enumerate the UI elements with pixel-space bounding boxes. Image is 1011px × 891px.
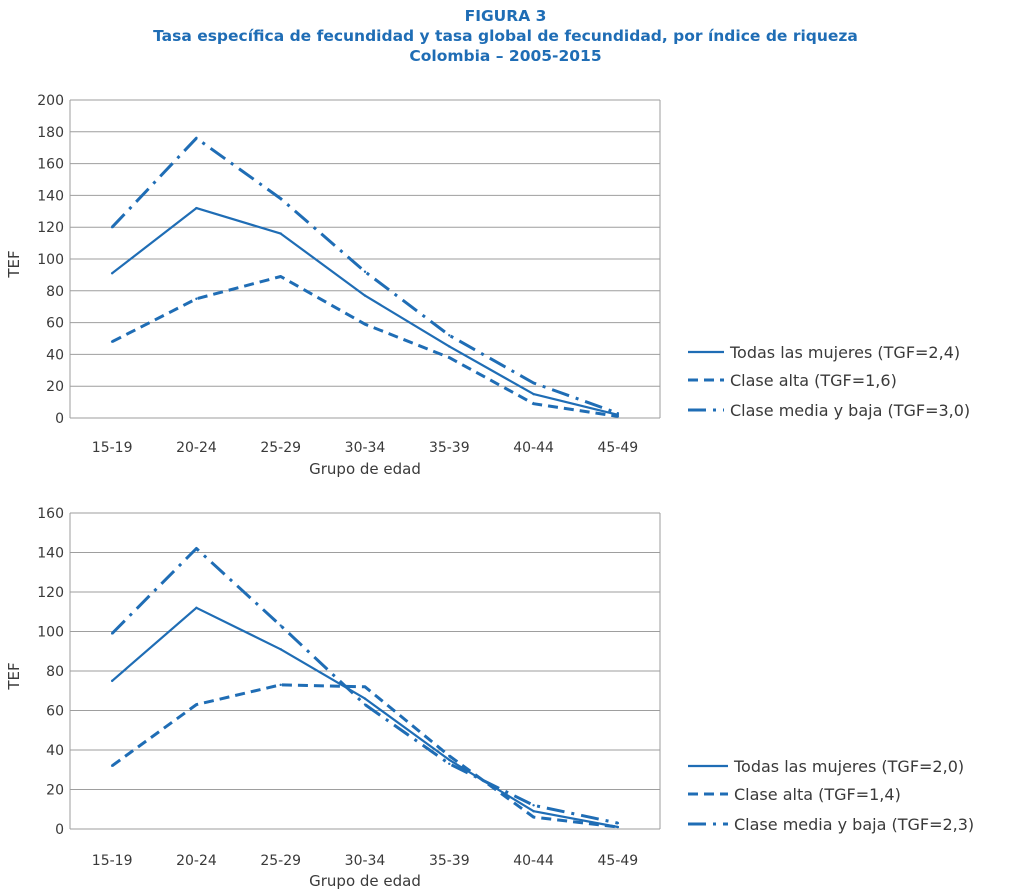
chart1-xtick-label: 35-39 xyxy=(429,440,470,456)
figure-subtitle: Colombia – 2005-2015 xyxy=(409,47,602,65)
chart1-ytick-label: 120 xyxy=(37,220,64,236)
chart2-ytick-label: 40 xyxy=(46,743,64,759)
figure-title: Tasa específica de fecundidad y tasa glo… xyxy=(153,27,858,45)
figure-title-block: FIGURA 3 Tasa específica de fecundidad y… xyxy=(0,6,1011,66)
chart1-series-1-line xyxy=(111,207,619,416)
chart1-ytick-label: 0 xyxy=(55,411,64,427)
chart1-series-2-point xyxy=(110,340,114,343)
chart1-series-2-point xyxy=(616,415,620,418)
chart2-xtick-label: 40-44 xyxy=(513,853,554,869)
chart2-series-2-point xyxy=(532,815,535,819)
chart2-xtick-label: 15-19 xyxy=(92,853,133,869)
chart1-series-2-point xyxy=(279,275,282,278)
chart1-series-3-point xyxy=(532,381,535,385)
chart2-series-1-point xyxy=(195,606,198,609)
chart1-ytick-label: 80 xyxy=(46,284,64,300)
chart1-series-1-point xyxy=(448,345,451,348)
chart2-legend-label-2: Clase alta (TGF=1,4) xyxy=(734,785,901,804)
chart1-xtick-label: 30-34 xyxy=(345,440,386,456)
figure-label: FIGURA 3 xyxy=(464,7,547,25)
chart1-series-3-point xyxy=(363,270,367,273)
chart2-series-1-point xyxy=(448,758,451,762)
chart2-xtick-label: 45-49 xyxy=(598,853,639,869)
chart1-series-3-line xyxy=(111,136,619,415)
chart2-xtick-label: 35-39 xyxy=(429,853,470,869)
chart2-ytick-label: 0 xyxy=(55,822,64,838)
chart1-series-3-point xyxy=(279,197,282,200)
chart2-series-2-point xyxy=(279,683,282,687)
chart1-series-2-point xyxy=(532,402,535,405)
chart2-legend-label-1: Todas las mujeres (TGF=2,0) xyxy=(733,757,964,776)
chart2-series-3-point xyxy=(448,762,451,766)
chart2-series-2-point xyxy=(110,764,114,767)
chart1-xtick-label: 20-24 xyxy=(176,440,217,456)
chart1-xtick-label: 40-44 xyxy=(513,440,554,456)
chart1-series-2-point xyxy=(448,356,451,359)
chart1-ytick-label: 40 xyxy=(46,347,64,363)
chart1-ytick-label: 140 xyxy=(37,188,64,204)
chart2-ytick-label: 120 xyxy=(37,585,64,601)
chart2-series-3-point xyxy=(279,624,282,627)
chart2-ytick-label: 160 xyxy=(37,506,64,522)
chart1-ytick-label: 100 xyxy=(37,252,64,268)
chart2-series-1-point xyxy=(110,679,114,683)
chart2-x-axis-title: Grupo de edad xyxy=(309,872,421,890)
chart2-series-3-point xyxy=(363,703,367,706)
chart2-xtick-label: 30-34 xyxy=(345,853,386,869)
chart2-series-1-point xyxy=(279,648,282,651)
chart1-xtick-label: 15-19 xyxy=(92,440,133,456)
chart1-ytick-label: 20 xyxy=(46,379,64,395)
chart2-y-axis-title: TEF xyxy=(5,662,23,690)
chart2-ytick-label: 20 xyxy=(46,783,64,799)
chart1-ytick-label: 200 xyxy=(37,93,64,109)
chart1-legend-label-3: Clase media y baja (TGF=3,0) xyxy=(730,401,970,420)
chart2-series-3-point xyxy=(532,804,535,807)
chart1-x-axis-title: Grupo de edad xyxy=(309,460,421,478)
chart1-legend-label-1: Todas las mujeres (TGF=2,4) xyxy=(729,343,960,362)
chart1-ytick-label: 160 xyxy=(37,157,64,173)
chart2-ytick-label: 60 xyxy=(46,704,64,720)
chart2-series-3-point xyxy=(110,632,114,635)
chart1-series-1-point xyxy=(110,272,114,275)
chart1-series-1-point xyxy=(279,232,282,235)
chart1-series-3-point xyxy=(616,412,620,415)
chart1-series-1-point xyxy=(532,392,535,396)
chart2-series-1-line xyxy=(111,606,619,829)
chart1-series-2-point xyxy=(363,322,367,326)
chart1-legend-label-2: Clase alta (TGF=1,6) xyxy=(730,371,897,390)
chart2-ytick-label: 100 xyxy=(37,625,64,641)
chart2-series-1-point xyxy=(363,697,367,700)
chart2-series-3-point xyxy=(616,821,620,825)
chart1-ytick-label: 60 xyxy=(46,316,64,332)
chart2-series-2-point xyxy=(448,754,451,758)
chart1-series-1-point xyxy=(195,206,198,210)
chart2-series-2-point xyxy=(616,825,620,829)
chart1-series-3-point xyxy=(195,136,198,140)
chart2-legend-label-3: Clase media y baja (TGF=2,3) xyxy=(734,815,974,834)
chart2-series-2-point xyxy=(363,685,367,688)
chart1-xtick-label: 45-49 xyxy=(598,440,639,456)
chart2-series-3-point xyxy=(195,547,198,550)
chart1-xtick-label: 25-29 xyxy=(260,440,301,456)
chart2-xtick-label: 25-29 xyxy=(260,853,301,869)
chart1-y-axis-title: TEF xyxy=(5,250,23,278)
chart1-series-3-point xyxy=(448,334,451,337)
chart2-ytick-label: 80 xyxy=(46,664,64,680)
chart2-xtick-label: 20-24 xyxy=(176,853,217,869)
chart2-series-2-point xyxy=(195,703,198,706)
chart1-series-2-point xyxy=(195,297,198,300)
chart2-series-1-point xyxy=(532,810,535,813)
chart1-ytick-label: 180 xyxy=(37,125,64,141)
chart1-series-1-point xyxy=(363,294,367,297)
chart1-series-3-point xyxy=(110,226,114,229)
chart2-ytick-label: 140 xyxy=(37,546,64,562)
